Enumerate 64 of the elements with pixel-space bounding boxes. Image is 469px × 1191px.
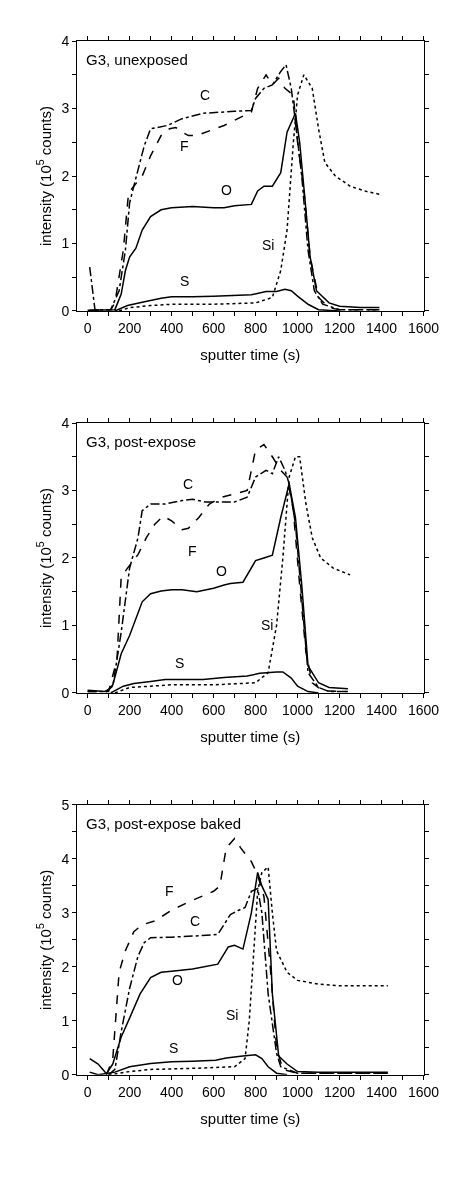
y-tick-label: 3 (61, 100, 70, 117)
x-tick-label: 200 (117, 701, 142, 718)
y-tick-label: 2 (61, 167, 70, 184)
x-tick-label: 0 (83, 1083, 92, 1100)
series-label: C (200, 87, 211, 103)
x-tick-label: 0 (83, 701, 92, 718)
y-tick-label: 2 (61, 958, 70, 975)
x-tick-label: 800 (243, 319, 268, 336)
x-tick-label: 1200 (323, 701, 356, 718)
series-label: C (183, 476, 194, 492)
y-tick-label: 2 (61, 549, 70, 566)
series-label: C (190, 913, 201, 929)
annotation: G3, post-expose baked (86, 815, 242, 832)
y-tick-label: 5 (61, 796, 70, 813)
x-tick-label: 600 (201, 319, 226, 336)
x-tick-label: 1600 (407, 319, 440, 336)
series-label: Si (226, 1007, 239, 1023)
series-label: O (172, 972, 183, 988)
series-label: S (169, 1040, 179, 1056)
x-tick-label: 400 (159, 319, 184, 336)
y-tick-label: 4 (61, 414, 70, 431)
x-axis-title: sputter time (s) (200, 727, 301, 745)
y-tick-label: 3 (61, 904, 70, 921)
y-tick-label: 3 (61, 482, 70, 499)
series-label: Si (262, 237, 275, 253)
x-tick-label: 600 (201, 701, 226, 718)
x-tick-label: 1600 (407, 1083, 440, 1100)
annotation: G3, unexposed (86, 51, 188, 68)
x-tick-label: 1000 (281, 701, 314, 718)
series-label: F (188, 543, 197, 559)
x-tick-label: 200 (117, 319, 142, 336)
x-tick-label: 1400 (365, 319, 398, 336)
series-label: Si (261, 617, 274, 633)
y-tick-label: 4 (61, 850, 70, 867)
annotation: G3, post-expose (86, 433, 197, 450)
y-tick-label: 1 (61, 1012, 70, 1029)
x-tick-label: 1200 (323, 319, 356, 336)
x-tick-label: 800 (243, 701, 268, 718)
x-axis-title: sputter time (s) (200, 345, 301, 363)
series-label: O (221, 182, 232, 198)
x-tick-label: 600 (201, 1083, 226, 1100)
series-label: S (175, 655, 185, 671)
x-tick-label: 800 (243, 1083, 268, 1100)
series-label: F (180, 138, 189, 154)
y-tick-label: 0 (61, 1066, 70, 1083)
series-label: O (216, 563, 227, 579)
x-tick-label: 1000 (281, 1083, 314, 1100)
x-axis-title: sputter time (s) (200, 1109, 301, 1127)
y-tick-label: 0 (61, 684, 70, 701)
x-tick-label: 400 (159, 701, 184, 718)
x-tick-label: 1400 (365, 1083, 398, 1100)
series-label: F (165, 883, 174, 899)
x-tick-label: 200 (117, 1083, 142, 1100)
y-tick-label: 0 (61, 302, 70, 319)
x-tick-label: 0 (83, 319, 92, 336)
y-tick-label: 1 (61, 617, 70, 634)
x-tick-label: 1000 (281, 319, 314, 336)
y-tick-label: 1 (61, 235, 70, 252)
series-label: S (180, 273, 190, 289)
y-tick-label: 4 (61, 33, 70, 49)
x-tick-label: 1600 (407, 701, 440, 718)
x-tick-label: 1200 (323, 1083, 356, 1100)
x-tick-label: 400 (159, 1083, 184, 1100)
x-tick-label: 1400 (365, 701, 398, 718)
